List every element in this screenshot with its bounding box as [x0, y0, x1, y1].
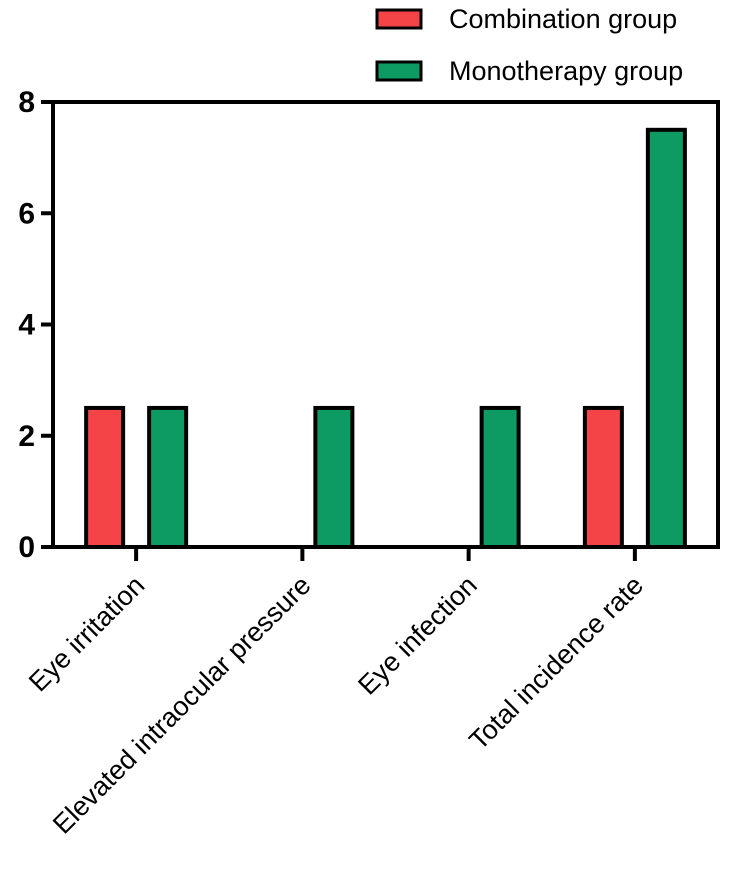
- y-tick-label-4: 4: [18, 309, 35, 342]
- bar-monotherapy-1: [313, 405, 355, 549]
- y-tick-label-8: 8: [18, 86, 35, 119]
- x-category-label-3: Total incidence rate: [463, 570, 649, 756]
- y-tick-label-0: 0: [18, 531, 35, 564]
- bar-combination-0: [84, 405, 126, 549]
- bars: [84, 127, 687, 549]
- legend-swatch-combination: [375, 8, 423, 30]
- bar-combination-3: [582, 405, 624, 549]
- x-category-label-0: Eye irritation: [23, 570, 150, 697]
- x-category-label-2: Eye infection: [352, 570, 483, 701]
- legend-label-monotherapy: Monotherapy group: [449, 56, 683, 86]
- y-tick-label-2: 2: [18, 420, 35, 453]
- bar-monotherapy-0: [147, 405, 189, 549]
- bar-monotherapy-2: [479, 405, 521, 549]
- legend-swatch-monotherapy: [375, 60, 423, 82]
- y-tick-label-6: 6: [18, 197, 35, 230]
- bar-monotherapy-3: [645, 127, 687, 549]
- legend-label-combination: Combination group: [449, 4, 677, 34]
- legend: Combination group Monotherapy group: [375, 4, 683, 86]
